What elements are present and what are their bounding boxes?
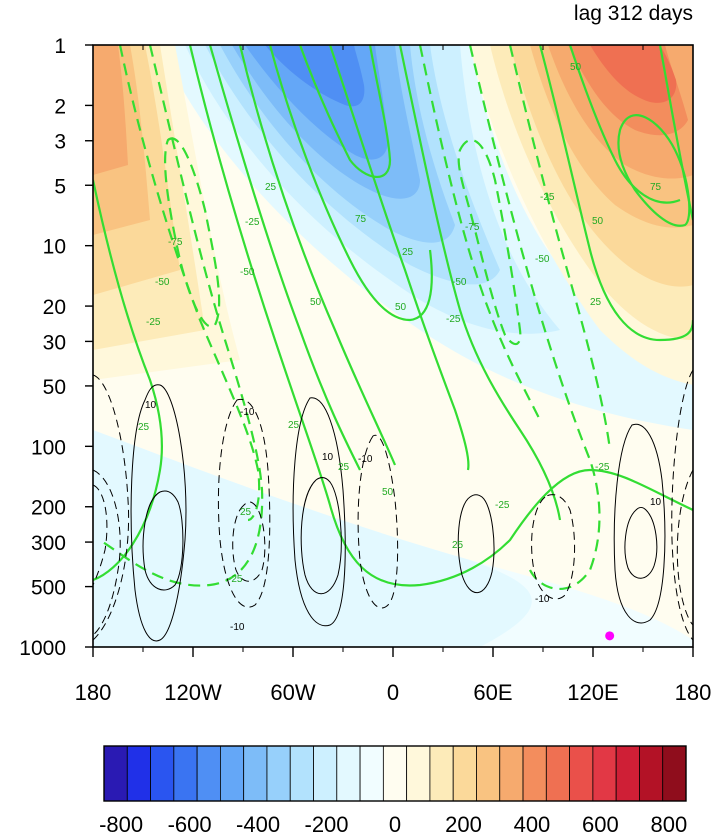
colorbar-cell (545, 745, 571, 802)
colorbar-cell (452, 745, 477, 802)
x-tick-label: 120E (567, 680, 618, 705)
contour-label: -25 (146, 317, 161, 328)
contour-label: -10 (240, 407, 255, 418)
contour-label: 25 (265, 182, 277, 193)
x-tick-label: 0 (387, 680, 399, 705)
contour-label: -50 (155, 277, 170, 288)
contour-label: 25 (590, 297, 602, 308)
colorbar-cell (103, 745, 128, 802)
contour-label: 25 (338, 462, 350, 473)
colorbar-cell (359, 745, 384, 802)
x-tick-label: 60E (473, 680, 512, 705)
contour-label: -50 (535, 254, 550, 265)
colorbar-cell (126, 745, 151, 802)
y-tick-label: 50 (43, 376, 66, 399)
colorbar-cell (662, 745, 687, 802)
y-tick-label: 30 (43, 331, 66, 354)
x-tick-label: 180 (75, 680, 112, 705)
x-tick-label: 180 (675, 680, 712, 705)
contour-label: 25 (402, 247, 414, 258)
contour-label: 10 (145, 400, 157, 411)
y-tick-label: 1 (54, 35, 66, 58)
y-tick-label: 100 (31, 436, 66, 459)
colorbar-cell (615, 745, 640, 802)
contour-label: 10 (322, 452, 334, 463)
y-axis: 1 2 3 5 10 20 30 50 100 200 300 500 1000 (19, 35, 93, 660)
colorbar-cell (639, 745, 664, 802)
y-tick-label: 3 (54, 131, 66, 154)
contour-label: 25 (288, 420, 300, 431)
contour-label: 25 (138, 422, 150, 433)
colorbar-tick-label: -400 (236, 812, 280, 837)
colorbar-cell (476, 745, 501, 802)
colorbar-cell (313, 745, 338, 802)
colorbar-tick-label: 200 (445, 812, 482, 837)
y-tick-label: 500 (31, 577, 66, 600)
contour-label: -10 (358, 454, 373, 465)
contour-label: -50 (452, 277, 467, 288)
colorbar-cell (266, 745, 291, 802)
contour-label: -50 (240, 267, 255, 278)
contour-label: -25 (495, 500, 510, 511)
contour-label: -75 (465, 222, 480, 233)
y-tick-label: 2 (54, 95, 66, 118)
contour-label: 50 (592, 216, 604, 227)
colorbar-cell (522, 745, 547, 802)
colorbar-cell (150, 745, 175, 802)
x-axis: 180 120W 60W 0 60E 120E 180 (75, 45, 712, 705)
contour-label: -25 (595, 462, 610, 473)
colorbar-cell (406, 745, 431, 802)
contour-label: 50 (310, 297, 322, 308)
colorbar-tick-label: -800 (99, 812, 143, 837)
colorbar-tick-label: -600 (168, 812, 212, 837)
colorbar-cell (289, 745, 314, 802)
y-tick-label: 20 (43, 296, 66, 319)
x-tick-label: 60W (270, 680, 315, 705)
black-contours (93, 369, 693, 642)
y-tick-label: 1000 (19, 637, 66, 660)
contour-label: 75 (650, 182, 662, 193)
colorbar: -800 -600 -400 -200 0 200 400 600 800 (99, 745, 688, 837)
colorbar-cell (219, 745, 245, 802)
contour-label: 25 (240, 507, 252, 518)
contour-labels: 25 -25 -50 -75 -50 -25 50 75 25 50 -50 -… (138, 62, 662, 633)
contour-label: -25 (245, 217, 260, 228)
colorbar-cell (569, 745, 594, 802)
y-tick-label: 200 (31, 497, 66, 520)
colorbar-cell (196, 745, 221, 802)
colorbar-cell (592, 745, 617, 802)
contour-label: 25 (452, 540, 464, 551)
location-marker (605, 631, 615, 641)
colorbar-tick-label: 0 (389, 812, 401, 837)
colorbar-frame (103, 745, 687, 802)
colorbar-cell (499, 745, 524, 802)
green-contours (93, 45, 693, 590)
colorbar-cell (429, 745, 454, 802)
y-tick-label: 300 (31, 532, 66, 555)
colorbar-cell (336, 745, 361, 802)
y-tick-label: 5 (54, 175, 66, 198)
y-tick-label: 10 (43, 236, 66, 259)
colorbar-tick-label: 800 (651, 812, 688, 837)
chart-title: lag 312 days (574, 2, 693, 25)
colorbar-tick-label: 400 (514, 812, 551, 837)
contour-label: 75 (355, 214, 367, 225)
contour-label: 50 (382, 487, 394, 498)
contour-label: -25 (446, 314, 461, 325)
contour-label: -25 (228, 574, 243, 585)
contour-label: -10 (230, 622, 245, 633)
contour-label: 50 (570, 62, 582, 73)
colorbar-cell (243, 745, 268, 802)
colorbar-tick-label: 600 (582, 812, 619, 837)
contour-label: -10 (535, 594, 550, 605)
colorbar-cell (382, 745, 408, 802)
contour-label: 10 (650, 497, 662, 508)
contour-label: -25 (540, 192, 555, 203)
contour-label: 50 (395, 302, 407, 313)
x-tick-label: 120W (164, 680, 222, 705)
colorbar-tick-label: -200 (305, 812, 349, 837)
contour-label: -75 (168, 237, 183, 248)
colorbar-cell (173, 745, 198, 802)
